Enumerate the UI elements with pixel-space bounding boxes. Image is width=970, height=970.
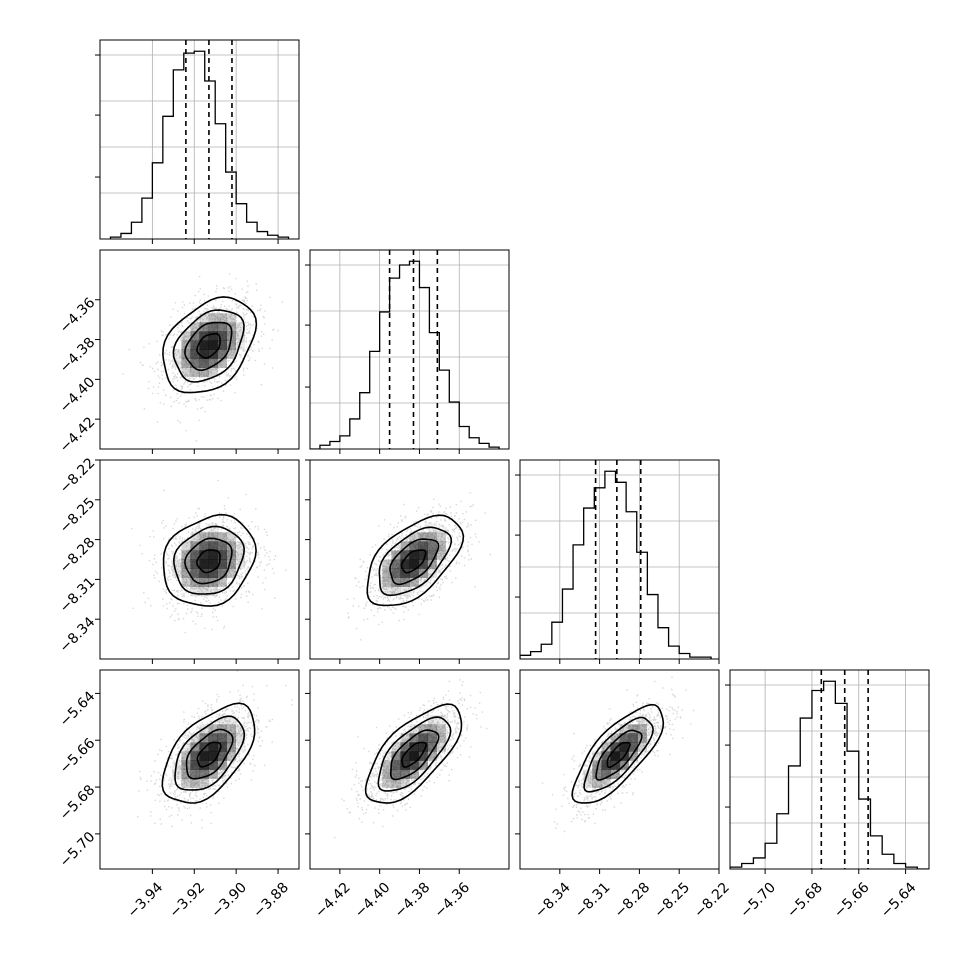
contour-2: [172, 525, 246, 595]
panel-frame: [99, 249, 300, 450]
histogram-1: [310, 260, 500, 449]
histogram-3: [730, 680, 929, 869]
x-tick-label: −8.31: [572, 880, 614, 922]
panel-content: [520, 460, 719, 659]
histogram-2: [520, 470, 712, 659]
x-tick-label: −3.94: [125, 880, 167, 922]
panel-content: [310, 250, 509, 449]
panel-frame: [519, 669, 720, 870]
panel-1-1: [305, 249, 510, 454]
y-tick-label: −5.68: [57, 782, 99, 824]
panel-2-0: −8.34−8.31−8.28−8.25−8.22: [57, 455, 300, 664]
density-cells: [382, 715, 446, 788]
x-tick-label: −5.66: [831, 880, 873, 922]
panel-content: [334, 679, 488, 839]
y-tick-label: −8.31: [57, 574, 99, 616]
contour-2: [378, 526, 453, 597]
scatter-points: [346, 492, 491, 641]
x-tick-label: −4.36: [431, 880, 473, 922]
contour-0: [606, 741, 631, 769]
panel-content: [541, 676, 695, 833]
contour-3: [364, 703, 463, 804]
panel-content: [122, 273, 284, 442]
y-tick-label: −5.64: [57, 688, 99, 730]
y-tick-label: −4.36: [57, 295, 99, 337]
panel-content: [100, 40, 299, 239]
contour-1: [595, 729, 643, 781]
density-cells: [172, 313, 246, 377]
x-tick-label: −3.92: [167, 880, 209, 922]
panel-frame: [309, 459, 510, 660]
histogram-0: [109, 50, 290, 239]
x-tick-label: −5.70: [737, 880, 779, 922]
contour-2: [377, 716, 452, 792]
y-tick-label: −8.28: [57, 535, 99, 577]
panel-content: [131, 479, 287, 634]
contour-1: [184, 321, 233, 372]
panel-3-0: −5.70 −5.68 −5.66 −5.64 −3.94 −3.92 −3.90 −3.88: [57, 669, 300, 922]
panel-3-1: −4.42−4.40−4.38−4.36: [305, 669, 510, 922]
panel-3-3: −5.70 −5.68 −5.66 −5.64: [725, 669, 930, 922]
panel-content: [137, 670, 293, 829]
x-tick-label: −4.38: [392, 880, 434, 922]
contour-0: [196, 741, 222, 768]
contour-0: [401, 741, 427, 769]
contour-0: [196, 332, 221, 359]
contour-2: [583, 716, 654, 793]
contour-3: [366, 514, 465, 607]
x-tick-label: −5.68: [784, 880, 826, 922]
x-tick-label: −3.90: [208, 880, 250, 922]
panel-3-2: −8.34−8.31−8.28−8.25−8.22: [515, 669, 733, 922]
y-tick-label: −5.66: [57, 735, 99, 777]
contour-3: [161, 702, 256, 804]
panel-1-0: −4.42−4.40−4.38−4.36: [57, 249, 300, 456]
y-tick-label: −5.70: [57, 829, 99, 871]
y-tick-label: −4.42: [57, 414, 99, 456]
contour-1: [184, 537, 233, 585]
panel-content: [346, 492, 491, 641]
panel-frame: [519, 459, 720, 660]
x-tick-label: −8.25: [651, 880, 693, 922]
y-tick-label: −4.38: [57, 335, 99, 377]
density-cells: [172, 523, 246, 596]
contour-1: [389, 538, 440, 586]
x-tick-label: −4.40: [352, 880, 394, 922]
panel-2-1: [305, 459, 510, 664]
x-tick-label: −4.42: [312, 880, 354, 922]
x-tick-label: −5.64: [878, 880, 920, 922]
contour-0: [400, 549, 427, 574]
contour-3: [571, 703, 665, 804]
x-tick-label: −8.34: [532, 880, 574, 922]
y-tick-label: −8.22: [57, 455, 99, 497]
panel-frame: [309, 669, 510, 870]
panel-frame: [99, 669, 300, 870]
y-tick-label: −8.25: [57, 495, 99, 537]
panel-frame: [309, 249, 510, 450]
contour-0: [196, 549, 221, 574]
contour-1: [185, 728, 234, 780]
panel-frame: [99, 459, 300, 660]
panel-content: [730, 670, 929, 869]
contour-1: [390, 729, 440, 781]
panel-frame: [99, 39, 300, 240]
y-tick-label: −4.40: [57, 374, 99, 416]
y-tick-label: −8.34: [57, 614, 99, 656]
contour-2: [174, 715, 246, 791]
x-tick-label: −3.88: [250, 880, 292, 922]
contour-3: [162, 513, 257, 607]
contour-3: [162, 296, 258, 394]
panel-0-0: [95, 39, 300, 244]
contour-2: [172, 309, 245, 383]
panel-2-2: [515, 459, 720, 664]
x-tick-label: −8.28: [612, 880, 654, 922]
x-tick-label: −8.22: [691, 880, 733, 922]
panel-frame: [729, 669, 930, 870]
